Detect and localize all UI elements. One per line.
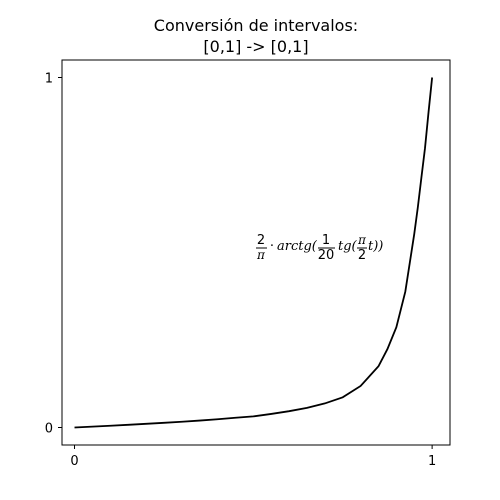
formula-tail: t)) — [368, 239, 383, 254]
x-tick-label: 0 — [70, 454, 78, 469]
formula-frac1-denominator: π — [256, 248, 266, 262]
chart-title-line2: [0,1] -> [0,1] — [203, 37, 308, 56]
chart-title-line1: Conversión de intervalos: — [154, 16, 358, 35]
y-axis-ticks: 01 — [45, 72, 62, 437]
formula-frac1-numerator: 2 — [257, 233, 265, 248]
formula-dot: · — [270, 239, 274, 254]
formula-annotation: 2 π · arctg( 1 20 tg( π 2 t)) — [256, 233, 383, 263]
formula-frac2-numerator: 1 — [322, 233, 330, 248]
x-tick-label: 1 — [428, 454, 436, 469]
formula-arctg: arctg( — [277, 239, 318, 254]
series-line — [74, 77, 434, 429]
formula-frac3-denominator: 2 — [358, 248, 366, 263]
plot-area-frame — [61, 59, 451, 446]
y-tick-label: 1 — [45, 72, 53, 87]
formula-frac3-numerator: π — [357, 233, 367, 247]
formula-tg: tg( — [338, 239, 358, 254]
formula-frac2-denominator: 20 — [318, 248, 335, 263]
y-tick-label: 0 — [45, 422, 53, 437]
